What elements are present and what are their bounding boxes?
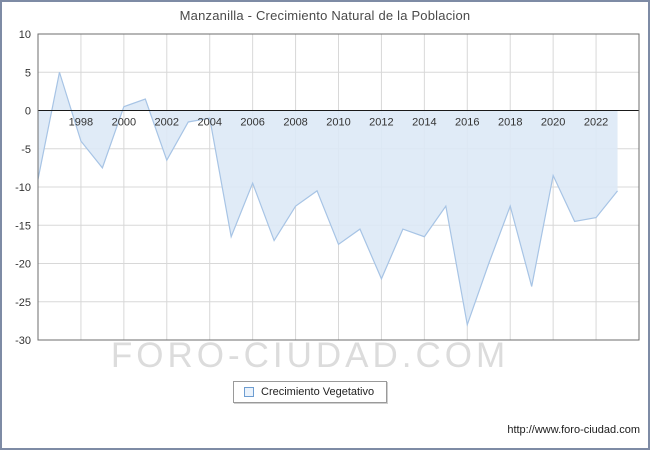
- x-tick-label: 1998: [69, 117, 93, 129]
- legend-label: Crecimiento Vegetativo: [261, 386, 375, 398]
- x-tick-label: 2000: [112, 117, 136, 129]
- x-tick-label: 2018: [498, 117, 522, 129]
- y-tick-label: -30: [15, 335, 31, 347]
- y-tick-label: -5: [21, 144, 31, 156]
- y-tick-label: 5: [25, 67, 31, 79]
- plot-border: [37, 33, 640, 341]
- x-tick-label: 2010: [326, 117, 350, 129]
- y-tick-label: 0: [25, 106, 31, 118]
- x-tick-label: 2020: [541, 117, 565, 129]
- legend-marker-icon: [244, 387, 254, 397]
- area-fill: [38, 72, 618, 325]
- y-tick-label: 10: [19, 29, 31, 41]
- series-line: [37, 72, 619, 328]
- footer-url: http://www.foro-ciudad.com: [507, 424, 640, 436]
- x-tick-label: 2012: [369, 117, 393, 129]
- x-tick-label: 2006: [240, 117, 264, 129]
- legend: Crecimiento Vegetativo: [233, 381, 388, 403]
- x-tick-label: 2016: [455, 117, 479, 129]
- x-tick-label: 2022: [584, 117, 608, 129]
- watermark-text: FORO-CIUDAD.COM: [110, 336, 510, 375]
- x-tick-label: 2014: [412, 117, 436, 129]
- y-tick-label: -25: [15, 297, 31, 309]
- x-tick-label: 2004: [197, 117, 221, 129]
- x-tick-label: 2008: [283, 117, 307, 129]
- x-tick-label: 2002: [155, 117, 179, 129]
- y-tick-label: -20: [15, 259, 31, 271]
- y-tick-label: -10: [15, 182, 31, 194]
- chart-title: Manzanilla - Crecimiento Natural de la P…: [179, 8, 471, 23]
- y-tick-label: -15: [15, 220, 31, 232]
